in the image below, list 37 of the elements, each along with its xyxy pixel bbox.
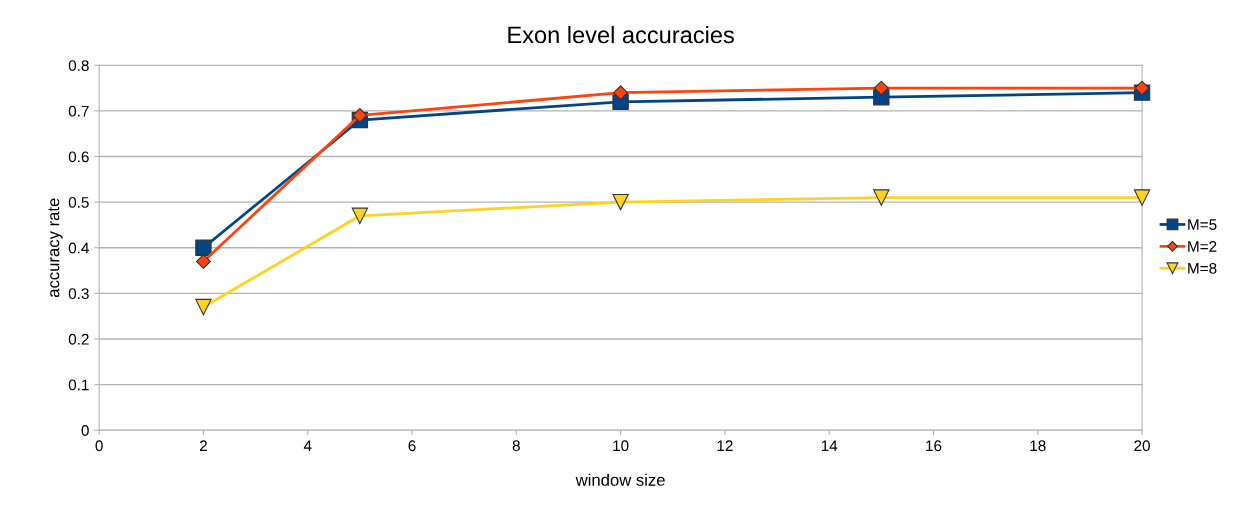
point bbox=[1134, 80, 1150, 96]
point bbox=[612, 193, 629, 211]
x-tick-label: 10 bbox=[613, 440, 629, 452]
y-tick-label: 0.6 bbox=[68, 151, 89, 163]
point bbox=[613, 85, 629, 101]
point bbox=[196, 254, 211, 269]
point bbox=[1133, 189, 1151, 206]
x-tick-label: 0 bbox=[95, 440, 103, 452]
y-tick-label: 0 bbox=[81, 425, 89, 436]
y-tick-label: 0.7 bbox=[68, 105, 89, 117]
y-axis-title: accuracy rate bbox=[48, 198, 63, 298]
x-tick-label: 14 bbox=[821, 440, 838, 452]
point bbox=[351, 207, 369, 225]
x-tick-label: 18 bbox=[1030, 440, 1046, 452]
y-tick-label: 0.1 bbox=[68, 379, 89, 391]
y-tick-label: 0.4 bbox=[68, 242, 89, 254]
x-tick-label: 12 bbox=[717, 440, 733, 452]
y-tick-label: 0.8 bbox=[68, 60, 89, 71]
legend-label: M=2 bbox=[1188, 241, 1217, 252]
point bbox=[873, 80, 889, 96]
x-axis-title: window size bbox=[575, 473, 665, 486]
point bbox=[195, 239, 212, 256]
x-tick-label: 16 bbox=[926, 440, 942, 452]
y-tick-label: 0.5 bbox=[68, 197, 89, 208]
point bbox=[195, 298, 212, 316]
x-tick-label: 4 bbox=[303, 440, 312, 452]
y-tick-label: 0.2 bbox=[68, 333, 89, 345]
legend-label: M=5 bbox=[1188, 219, 1217, 230]
point bbox=[352, 108, 368, 123]
point bbox=[873, 189, 890, 206]
legend-label: M=8 bbox=[1188, 262, 1217, 274]
x-tick-label: 6 bbox=[408, 440, 416, 452]
y-tick-label: 0.3 bbox=[68, 288, 89, 300]
x-tick-label: 2 bbox=[199, 440, 207, 452]
x-tick-label: 8 bbox=[512, 440, 520, 452]
x-tick-label: 20 bbox=[1134, 440, 1150, 452]
chart-title: Exon level accuracies bbox=[508, 25, 734, 44]
